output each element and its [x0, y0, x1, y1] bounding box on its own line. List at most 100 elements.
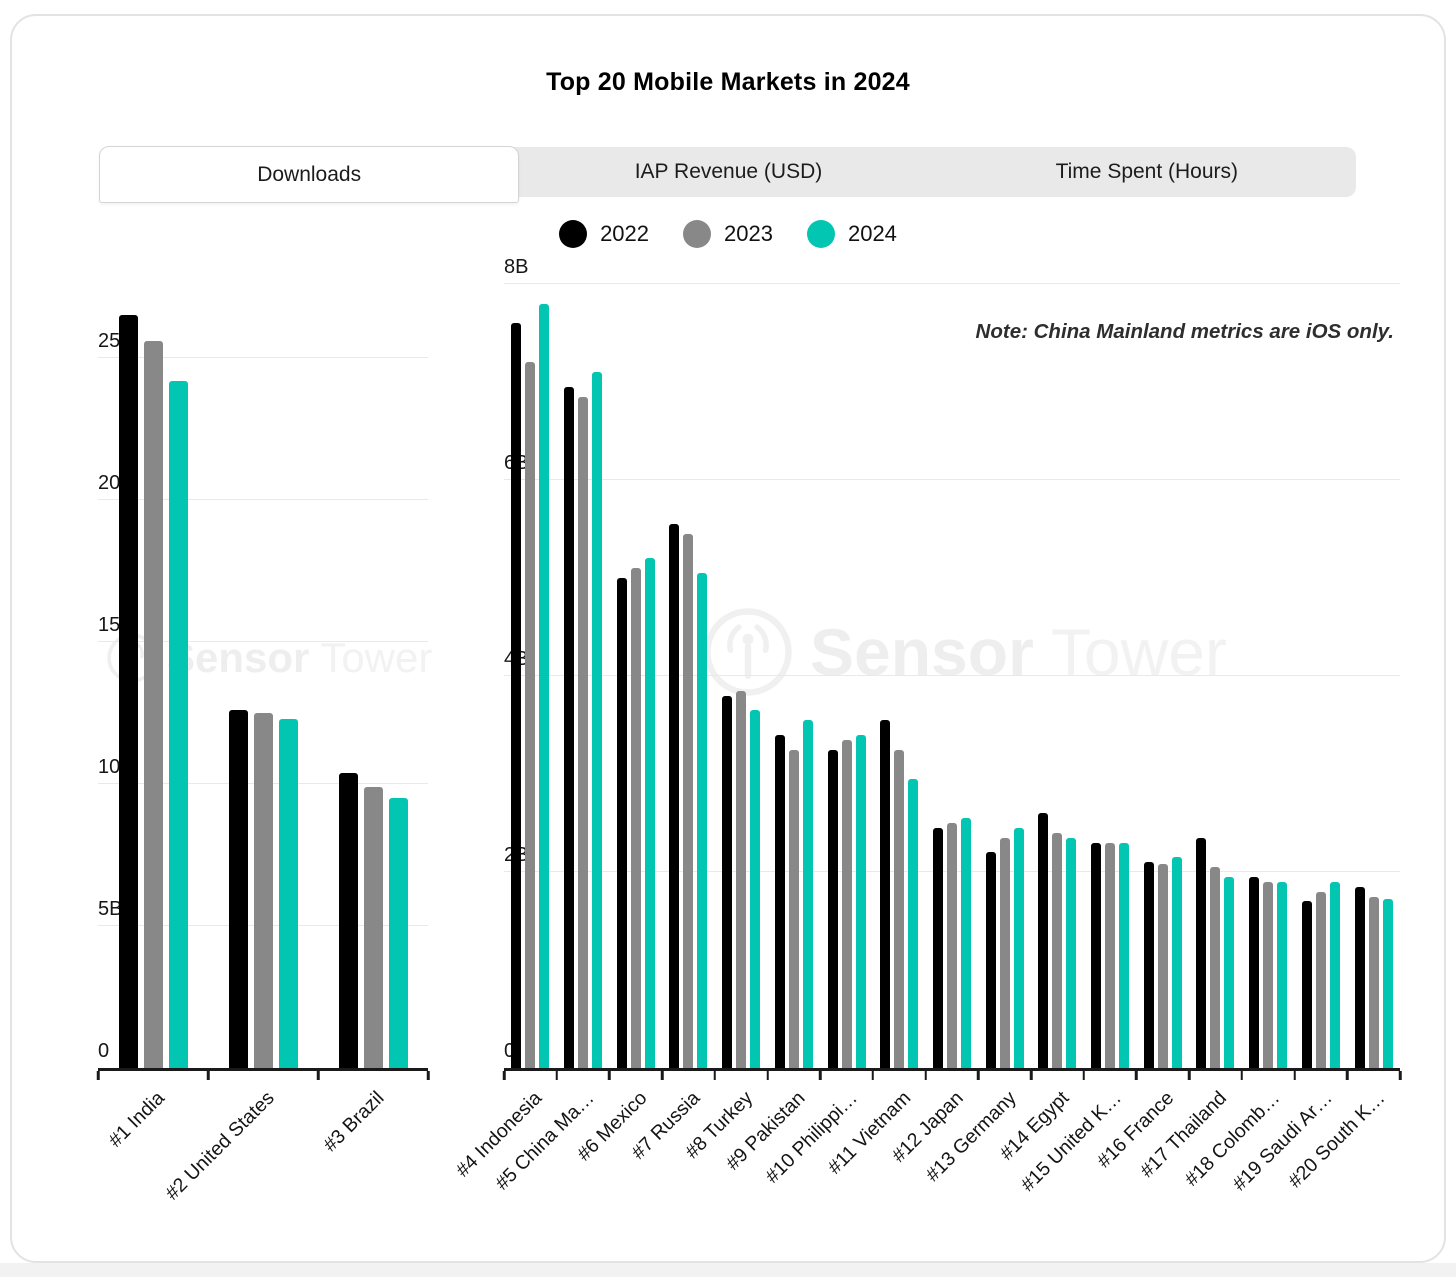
bar-2024[interactable] — [278, 718, 298, 1068]
bar-2024[interactable] — [592, 372, 603, 1068]
bar-2022[interactable] — [669, 524, 680, 1068]
bar-2023[interactable] — [841, 739, 852, 1068]
page-title: Top 20 Mobile Markets in 2024 — [546, 68, 910, 96]
legend-item-2022[interactable]: 2022 — [559, 220, 649, 248]
plot-area-4-20: Note: China Mainland metrics are iOS onl… — [502, 256, 1402, 1080]
bar-2022[interactable] — [880, 720, 891, 1068]
bar-2022[interactable] — [774, 734, 785, 1068]
bar-2023[interactable] — [736, 690, 747, 1068]
bar-2023[interactable] — [363, 786, 383, 1068]
bar-2022[interactable] — [1301, 901, 1312, 1068]
tab-time-spent[interactable]: Time Spent (Hours) — [1055, 160, 1239, 183]
chart-markets-4-20: Note: China Mainland metrics are iOS onl… — [451, 256, 1402, 1253]
axis-tick — [871, 1071, 875, 1080]
bar-2022[interactable] — [985, 852, 996, 1068]
axis-tick — [1187, 1071, 1191, 1080]
bar-2024[interactable] — [1066, 837, 1077, 1068]
legend-item-2023[interactable]: 2023 — [683, 220, 773, 248]
axis-tick — [316, 1071, 320, 1080]
bar-2024[interactable] — [644, 558, 655, 1068]
axis-tick — [206, 1071, 210, 1080]
bar-2023[interactable] — [946, 823, 957, 1068]
bar-2022[interactable] — [722, 695, 733, 1068]
bar-2024[interactable] — [1224, 876, 1235, 1068]
bar-2023[interactable] — [525, 362, 536, 1068]
bar-2023[interactable] — [1315, 891, 1326, 1068]
bar-2022[interactable] — [118, 315, 138, 1068]
bar-2023[interactable] — [143, 340, 163, 1068]
legend-dot-icon — [806, 220, 835, 248]
bar-group — [616, 284, 655, 1068]
bar-2023[interactable] — [253, 712, 273, 1068]
bar-2022[interactable] — [511, 323, 522, 1068]
y-tick-label: 5B — [98, 897, 123, 920]
bar-2022[interactable] — [1249, 876, 1260, 1068]
bar-2022[interactable] — [1091, 842, 1102, 1068]
bar-2023[interactable] — [1263, 881, 1274, 1068]
bar-group — [228, 284, 298, 1068]
bar-2022[interactable] — [564, 386, 575, 1068]
bar-group — [880, 284, 919, 1068]
bar-2023[interactable] — [1210, 867, 1221, 1068]
bar-2024[interactable] — [908, 778, 919, 1068]
legend-dot-icon — [683, 220, 712, 248]
bar-2022[interactable] — [932, 827, 943, 1068]
gridline — [98, 498, 428, 500]
bar-2023[interactable] — [1368, 896, 1379, 1068]
bar-2023[interactable] — [894, 749, 905, 1068]
bar-2024[interactable] — [388, 798, 408, 1068]
bar-2024[interactable] — [750, 710, 761, 1068]
bar-2023[interactable] — [578, 396, 589, 1068]
legend-label: 2024 — [847, 221, 897, 246]
bar-2024[interactable] — [855, 734, 866, 1068]
bar-2022[interactable] — [1143, 862, 1154, 1068]
gridline — [98, 356, 428, 358]
bar-group — [985, 284, 1024, 1068]
bar-2024[interactable] — [1013, 827, 1024, 1068]
bar-group — [1143, 284, 1182, 1068]
bar-2024[interactable] — [168, 380, 188, 1068]
bar-2023[interactable] — [1105, 842, 1116, 1068]
x-tick-label: #1 India — [103, 1087, 169, 1152]
bar-2022[interactable] — [616, 578, 627, 1068]
bar-2022[interactable] — [228, 710, 248, 1068]
bar-2023[interactable] — [1157, 864, 1168, 1068]
bar-2023[interactable] — [788, 749, 799, 1068]
y-tick-label: 0 — [98, 1040, 110, 1062]
bar-2024[interactable] — [1119, 842, 1130, 1068]
x-axis-labels: #1 India #2 United States #3 Brazil — [98, 1071, 428, 1253]
bar-2024[interactable] — [1329, 881, 1340, 1068]
chart-top-3-markets: Sensor Tower 0 5B 10B 15B 20B 25B #1 India #2 … — [96, 284, 432, 1253]
bar-2024[interactable] — [1277, 881, 1288, 1068]
metric-tab-bar: Downloads IAP Revenue (USD) Time Spent (… — [99, 146, 1356, 203]
bar-group — [669, 284, 708, 1068]
bar-2022[interactable] — [1354, 886, 1365, 1068]
axis-tick — [1135, 1071, 1138, 1080]
plot-area-top3: Sensor Tower 0 5B 10B 15B 20B 25B — [96, 284, 432, 1080]
bar-2022[interactable] — [1196, 837, 1207, 1068]
bar-2023[interactable] — [1052, 832, 1063, 1068]
legend-item-2024[interactable]: 2024 — [806, 220, 897, 248]
bar-2024[interactable] — [802, 720, 813, 1068]
legend-label: 2023 — [724, 221, 773, 246]
y-tick-label: 0 — [504, 1040, 516, 1062]
x-axis-ticks — [502, 1071, 1402, 1083]
axis-tick — [1240, 1071, 1244, 1080]
bar-2023[interactable] — [630, 568, 641, 1068]
bar-2024[interactable] — [539, 303, 550, 1068]
bar-2024[interactable] — [697, 573, 708, 1068]
bar-2024[interactable] — [960, 818, 971, 1068]
bar-2023[interactable] — [999, 837, 1010, 1068]
bar-2022[interactable] — [1038, 813, 1049, 1068]
axis-tick — [555, 1071, 558, 1080]
bar-2022[interactable] — [827, 749, 838, 1068]
axis-tick — [1082, 1071, 1085, 1080]
bar-2024[interactable] — [1382, 899, 1393, 1068]
bar-2023[interactable] — [683, 533, 694, 1068]
bar-2024[interactable] — [1171, 857, 1182, 1068]
tab-downloads[interactable]: Downloads — [99, 146, 520, 203]
axis-tick — [426, 1071, 430, 1080]
axis-tick — [1398, 1071, 1402, 1080]
tab-iap-revenue[interactable]: IAP Revenue (USD) — [634, 160, 823, 183]
bar-2022[interactable] — [338, 772, 358, 1068]
